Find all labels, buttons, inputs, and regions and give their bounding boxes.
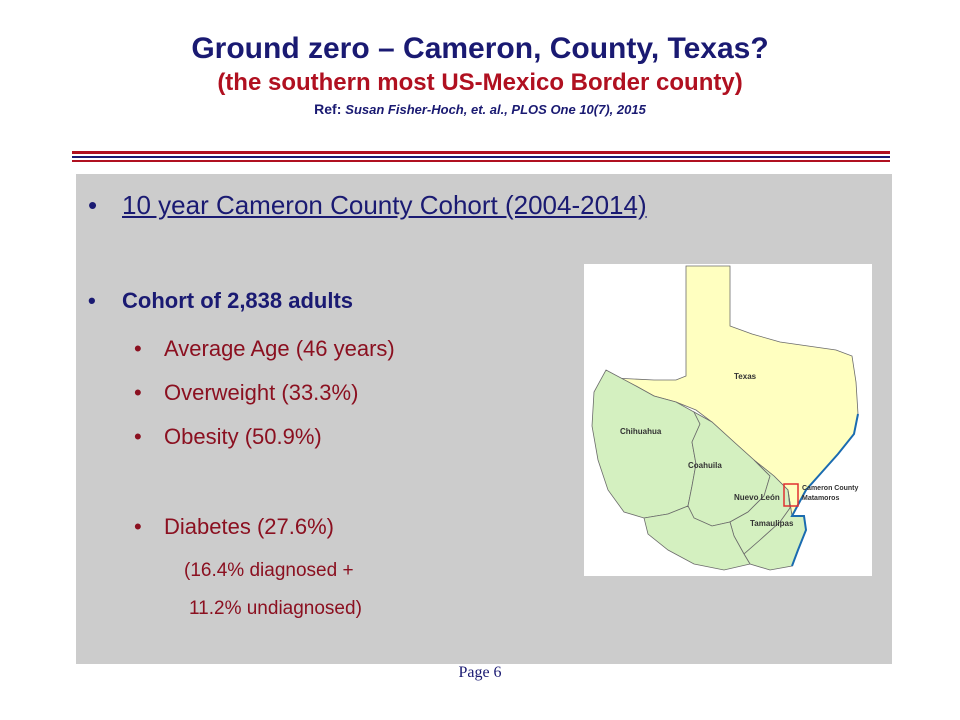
title-reference: Ref: Susan Fisher-Hoch, et. al., PLOS On… — [0, 98, 960, 121]
map-coastline — [790, 413, 859, 567]
reference-citation: Susan Fisher-Hoch, et. al., PLOS One 10(… — [345, 102, 646, 117]
bullet-cohort: • Cohort of 2,838 adults — [88, 288, 353, 314]
title-subtitle: (the southern most US-Mexico Border coun… — [217, 69, 743, 96]
region-map-svg: Texas Chihuahua Coahuila Nuevo León Tama… — [591, 265, 859, 571]
bullet-dot-icon: • — [88, 190, 98, 220]
divider-blue — [72, 156, 890, 158]
reference-label: Ref: — [314, 101, 342, 117]
map-label-cameron-county: Cameron County — [802, 485, 859, 492]
bullet-dot-icon: • — [134, 424, 142, 449]
map-label-matamoros: Matamoros — [802, 495, 839, 502]
bullet-average-age: • Average Age (46 years) — [134, 336, 395, 361]
map-label-nuevo-leon: Nuevo León — [734, 493, 780, 502]
map-label-texas: Texas — [734, 372, 757, 381]
bullet-dot-icon: • — [134, 380, 142, 405]
region-map: Texas Chihuahua Coahuila Nuevo León Tama… — [584, 264, 872, 576]
cohort-size: Cohort of 2,838 adults — [122, 288, 354, 313]
map-label-coahuila: Coahuila — [688, 461, 722, 470]
bullet-diabetes: • Diabetes (27.6%) — [134, 514, 334, 539]
divider-red-bottom — [72, 160, 890, 162]
divider-red-top — [72, 151, 890, 154]
page-number: Page 6 — [458, 664, 502, 681]
diabetes-note-undiagnosed: 11.2% undiagnosed) — [189, 598, 362, 619]
slide-title: Ground zero – Cameron, County, Texas? (t… — [0, 30, 960, 121]
title-main: Ground zero – Cameron, County, Texas? — [191, 32, 769, 65]
map-label-chihuahua: Chihuahua — [620, 427, 662, 436]
diabetes-note-diagnosed: (16.4% diagnosed + — [184, 560, 354, 581]
bullet-dot-icon: • — [134, 336, 142, 361]
cohort-heading: 10 year Cameron County Cohort (2004-2014… — [122, 190, 647, 220]
bullet-dot-icon: • — [88, 288, 96, 313]
bullet-heading: • 10 year Cameron County Cohort (2004-201… — [88, 190, 647, 221]
cameron-county-highlight — [783, 483, 799, 507]
bullet-overweight: • Overweight (33.3%) — [134, 380, 359, 405]
bullet-obesity: • Obesity (50.9%) — [134, 424, 322, 449]
map-mexico-south-region — [643, 505, 751, 571]
bullet-dot-icon: • — [134, 514, 142, 539]
map-label-tamaulipas: Tamaulipas — [750, 519, 794, 528]
